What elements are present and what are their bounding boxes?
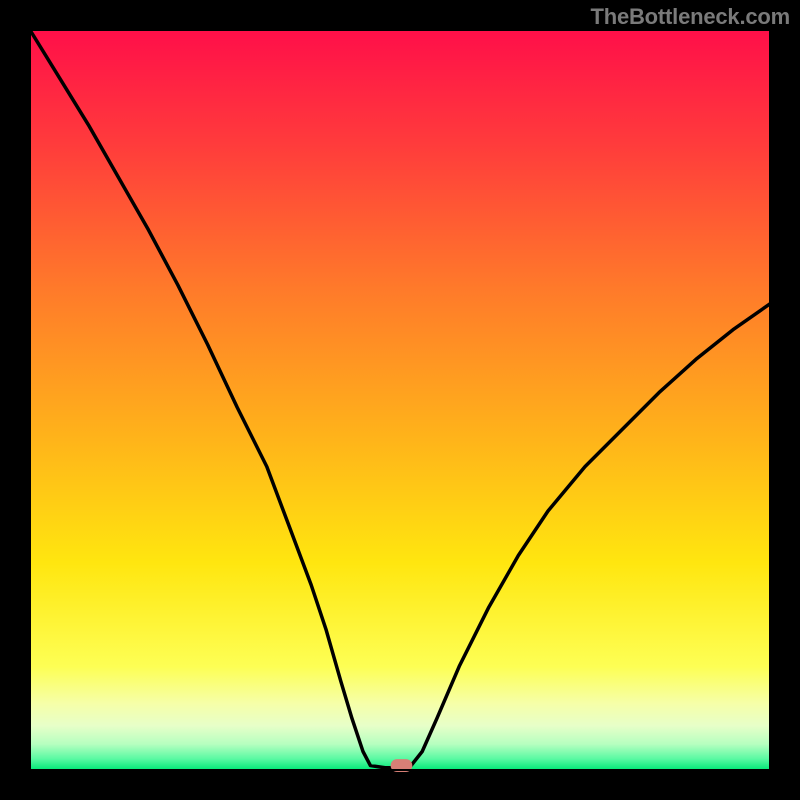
bottleneck-chart (0, 0, 800, 800)
watermark-text: TheBottleneck.com (590, 4, 790, 30)
plot-background (30, 30, 770, 770)
chart-container: TheBottleneck.com (0, 0, 800, 800)
